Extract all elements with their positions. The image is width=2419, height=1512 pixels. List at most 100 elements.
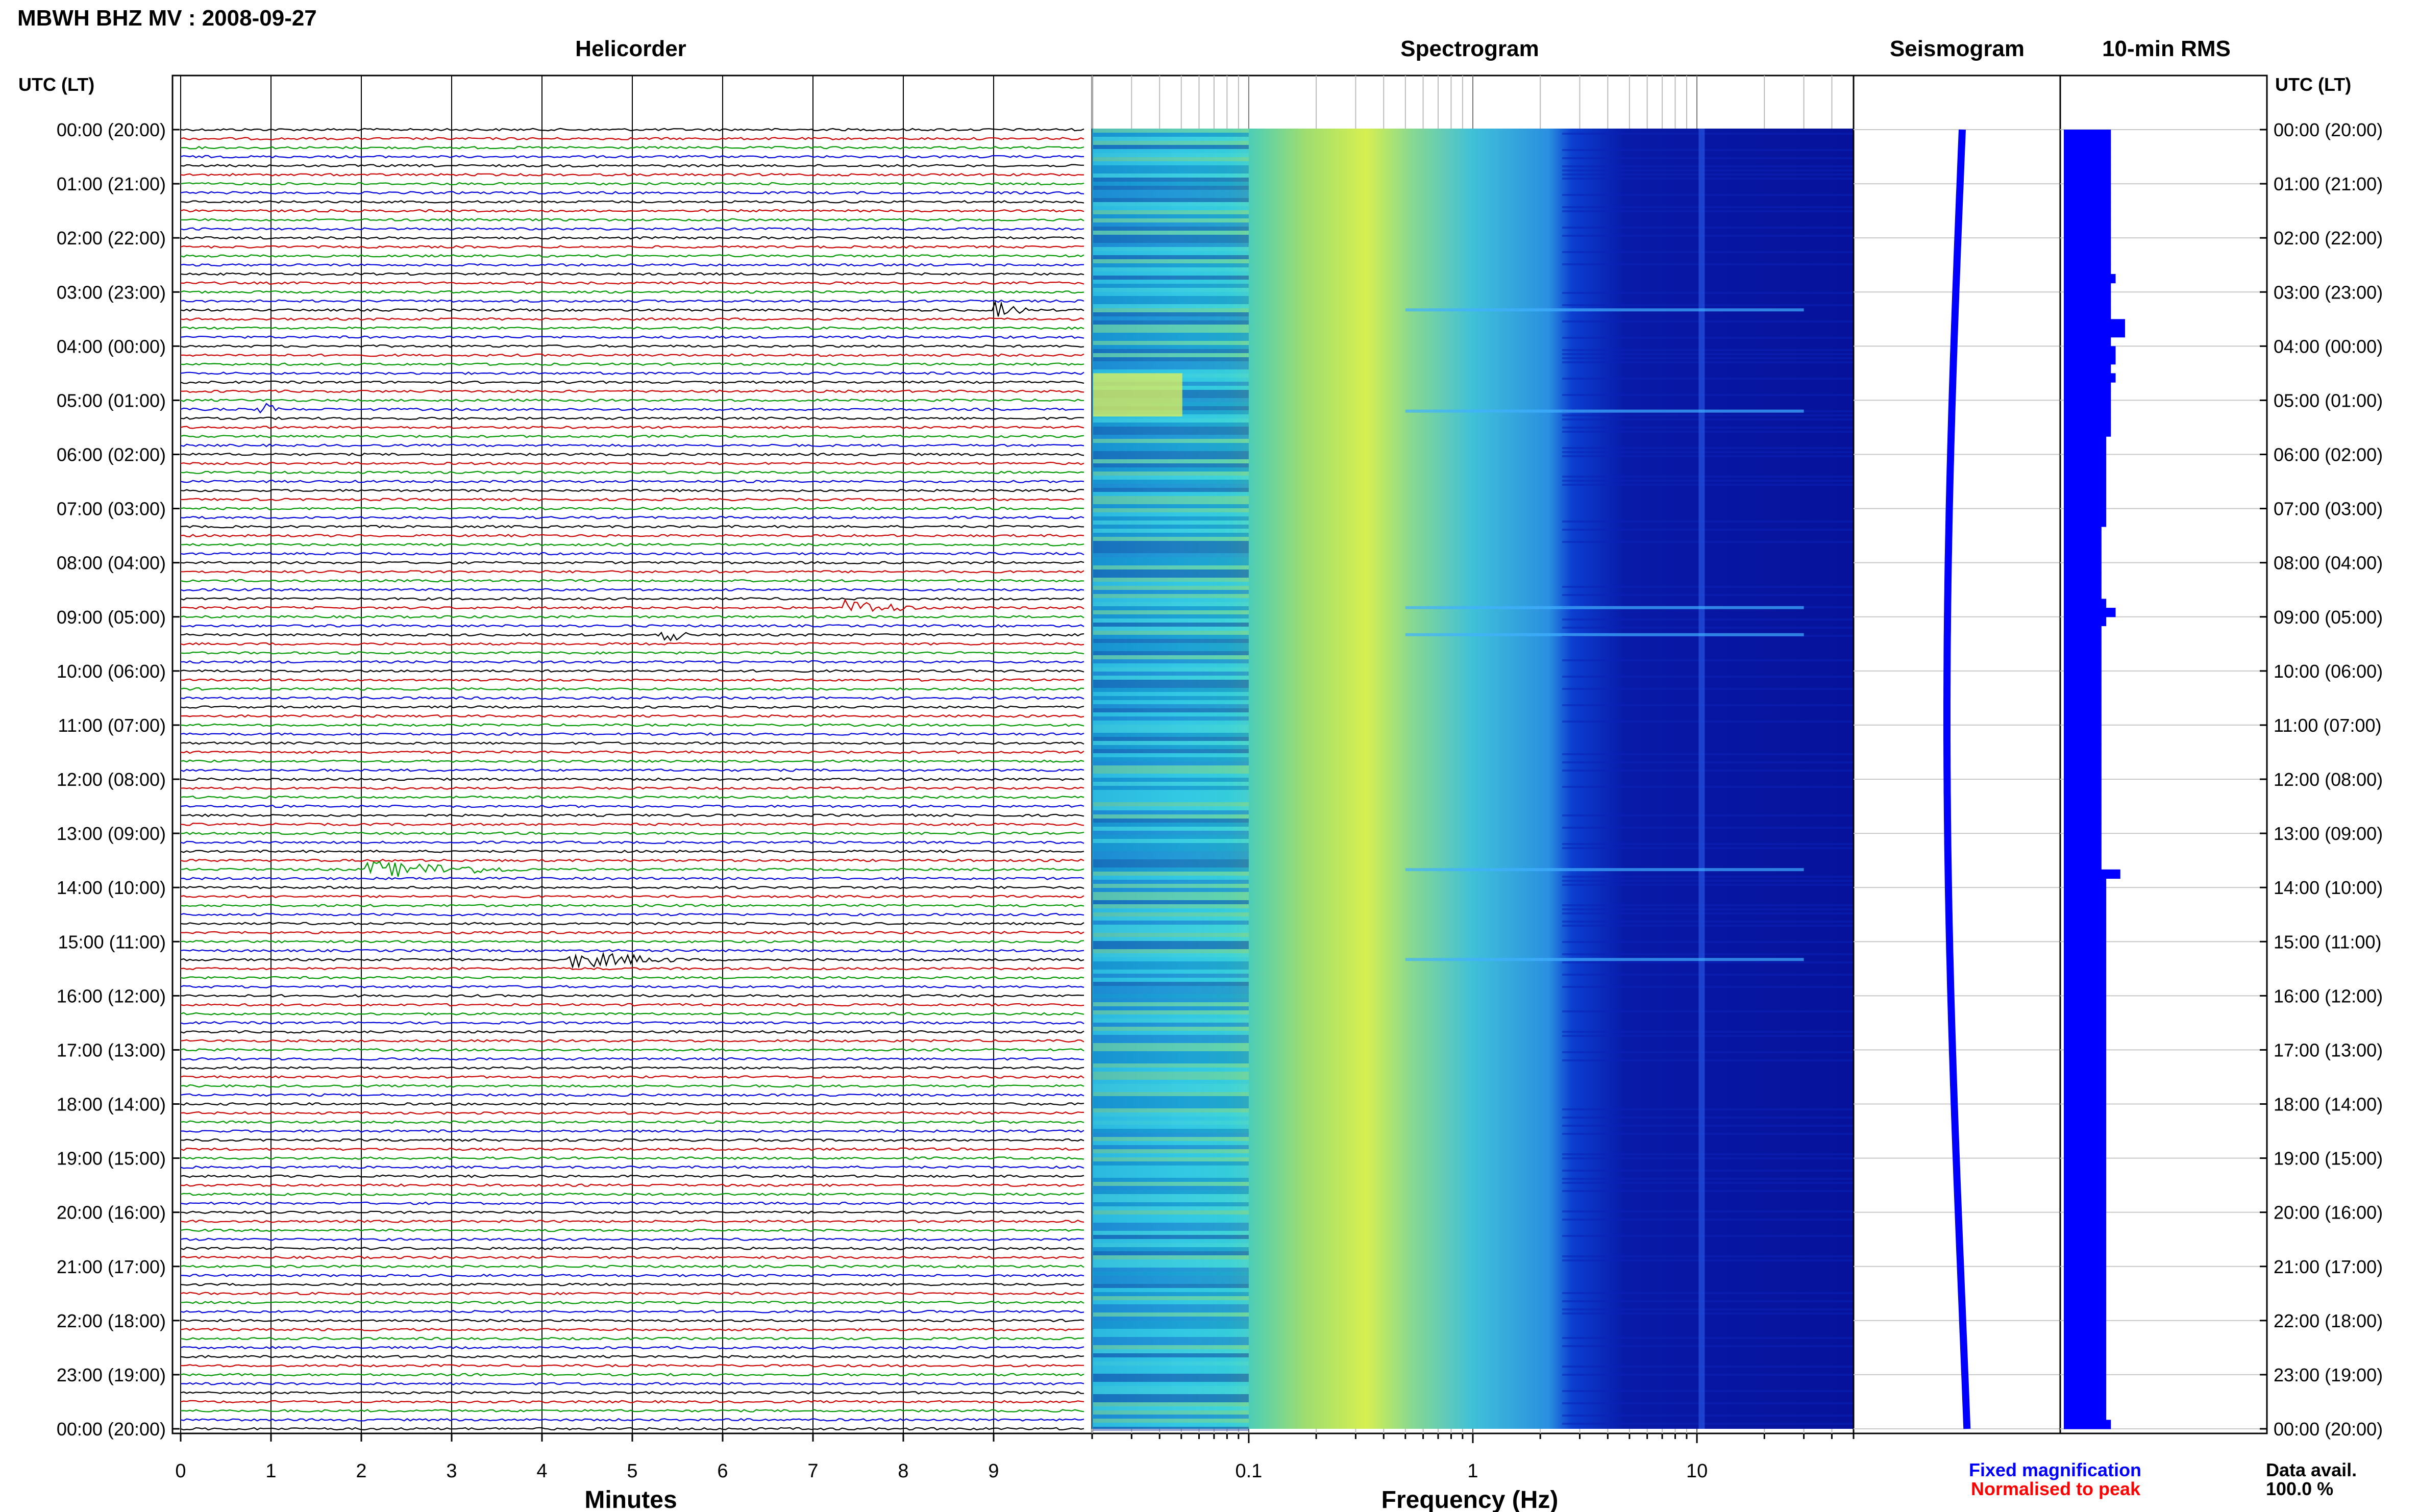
helicorder-trace <box>180 678 1084 682</box>
helicorder-trace <box>180 1427 1084 1431</box>
spectrogram-band <box>1093 1014 1249 1019</box>
spectrogram-band <box>1093 1223 1249 1227</box>
helicorder-trace <box>180 507 1084 511</box>
spectrogram-band <box>1093 476 1249 480</box>
hour-label-right: 20:00 (16:00) <box>2274 1202 2383 1223</box>
helicorder-trace <box>180 1030 1084 1034</box>
rms-bar <box>2064 130 2111 139</box>
spectrogram-band <box>1093 663 1249 667</box>
spectrogram-band <box>1405 409 1804 413</box>
helicorder-trace <box>180 534 1084 538</box>
helicorder-trace <box>180 994 1084 998</box>
spectrogram-band <box>1093 549 1249 553</box>
spectrogram-band <box>1093 300 1249 304</box>
spectrogram-band <box>1093 365 1249 369</box>
helicorder-trace <box>180 1192 1084 1196</box>
spectrogram-band <box>1093 1370 1249 1374</box>
helicorder-trace <box>180 317 1084 321</box>
rms-bar <box>2064 932 2107 942</box>
helicorder-trace <box>180 985 1084 989</box>
data-avail-value: 100.0 % <box>2266 1478 2333 1499</box>
helicorder-trace <box>181 831 1084 835</box>
rms-bar <box>2064 996 2107 1005</box>
spec-xtick-label: 1 <box>1467 1460 1478 1482</box>
spectrogram-band <box>1093 937 1249 941</box>
spectrogram-band <box>1093 239 1249 243</box>
spectrogram-band <box>1093 480 1249 484</box>
spectrogram-band <box>1093 1390 1249 1394</box>
spectrogram-band <box>1093 247 1249 251</box>
spectrogram-band <box>1562 1153 1854 1155</box>
rms-bar <box>2064 292 2111 302</box>
spectrogram-band <box>1093 1317 1249 1321</box>
spectrogram-band <box>1093 431 1249 435</box>
spectrogram-band <box>1562 1010 1854 1012</box>
hour-label-left: 19:00 (15:00) <box>57 1148 166 1169</box>
hour-label-left: 01:00 (21:00) <box>57 173 166 194</box>
heli-xtick-label: 7 <box>807 1460 818 1482</box>
spectrogram-band <box>1093 1161 1249 1166</box>
spectrogram-band <box>1093 1023 1249 1027</box>
spectrogram-band <box>1562 529 1854 531</box>
spectrogram-band <box>1093 1153 1249 1157</box>
spectrogram-band <box>1093 639 1249 643</box>
rms-bar <box>2064 184 2111 193</box>
hour-label-right: 05:00 (01:00) <box>2274 390 2383 411</box>
helicorder-trace <box>180 1120 1084 1124</box>
helicorder-trace <box>180 642 1084 646</box>
rms-bar <box>2064 1023 2107 1032</box>
rms-bar <box>2064 1320 2107 1330</box>
rms-bar <box>2064 1329 2107 1339</box>
spectrogram-band <box>1093 516 1249 520</box>
spectrogram-band <box>1093 451 1249 455</box>
spectrogram-band <box>1093 141 1249 145</box>
helicorder-trace <box>180 525 1084 529</box>
spectrogram-band <box>1562 169 1854 171</box>
spectrogram-band <box>1093 896 1249 900</box>
spectrogram-band <box>1093 904 1249 908</box>
spectrogram-band <box>1093 1202 1249 1206</box>
spectrogram-band <box>1093 1427 1249 1431</box>
helicorder-trace <box>180 1355 1084 1359</box>
hour-label-left: 22:00 (18:00) <box>57 1310 166 1331</box>
rms-bar <box>2064 490 2107 500</box>
spectrogram-band <box>1093 978 1249 982</box>
rms-bar <box>2064 842 2102 852</box>
spectrogram-band <box>1093 1063 1249 1068</box>
rms-bar <box>2064 301 2111 311</box>
spectrogram-band <box>1093 582 1249 586</box>
spectrogram-band <box>1093 345 1249 349</box>
helicorder-trace <box>180 732 1084 736</box>
spectrogram-band <box>1093 1227 1249 1231</box>
spectrogram-band <box>1093 880 1249 884</box>
helicorder-trace <box>180 1111 1084 1115</box>
spectrogram-band <box>1562 1059 1854 1061</box>
rms-bar <box>2064 923 2107 933</box>
spectrogram-band <box>1093 990 1249 994</box>
rms-bar <box>2064 265 2111 275</box>
spectrogram-band <box>1093 145 1249 149</box>
rms-bar <box>2064 1293 2107 1303</box>
spectrogram-band <box>1093 218 1249 222</box>
spectrogram-band <box>1093 761 1249 765</box>
spectrogram-band <box>1405 308 1804 312</box>
spectrogram-band <box>1562 353 1854 355</box>
spectrogram-band <box>1093 900 1249 904</box>
spectrogram-band <box>1093 859 1249 863</box>
spectrogram-band <box>1093 823 1249 827</box>
spectrogram-band <box>1093 1239 1249 1243</box>
spectrogram-band <box>1562 1366 1854 1368</box>
spectrogram-band <box>1093 1084 1249 1088</box>
helicorder-trace <box>180 1237 1084 1242</box>
spectrogram-band <box>1093 173 1249 178</box>
rms-bar <box>2064 1347 2107 1357</box>
helicorder-trace <box>180 488 1084 492</box>
spectrogram-band <box>1562 627 1854 629</box>
spectrogram-band <box>1093 651 1249 655</box>
rms-bar <box>2064 165 2111 176</box>
spectrogram-band <box>1093 1076 1249 1080</box>
spectrogram-band <box>1093 308 1249 312</box>
spectrogram-band <box>1093 1341 1249 1345</box>
helicorder-trace <box>180 290 1084 294</box>
spectrogram-band <box>1093 741 1249 745</box>
